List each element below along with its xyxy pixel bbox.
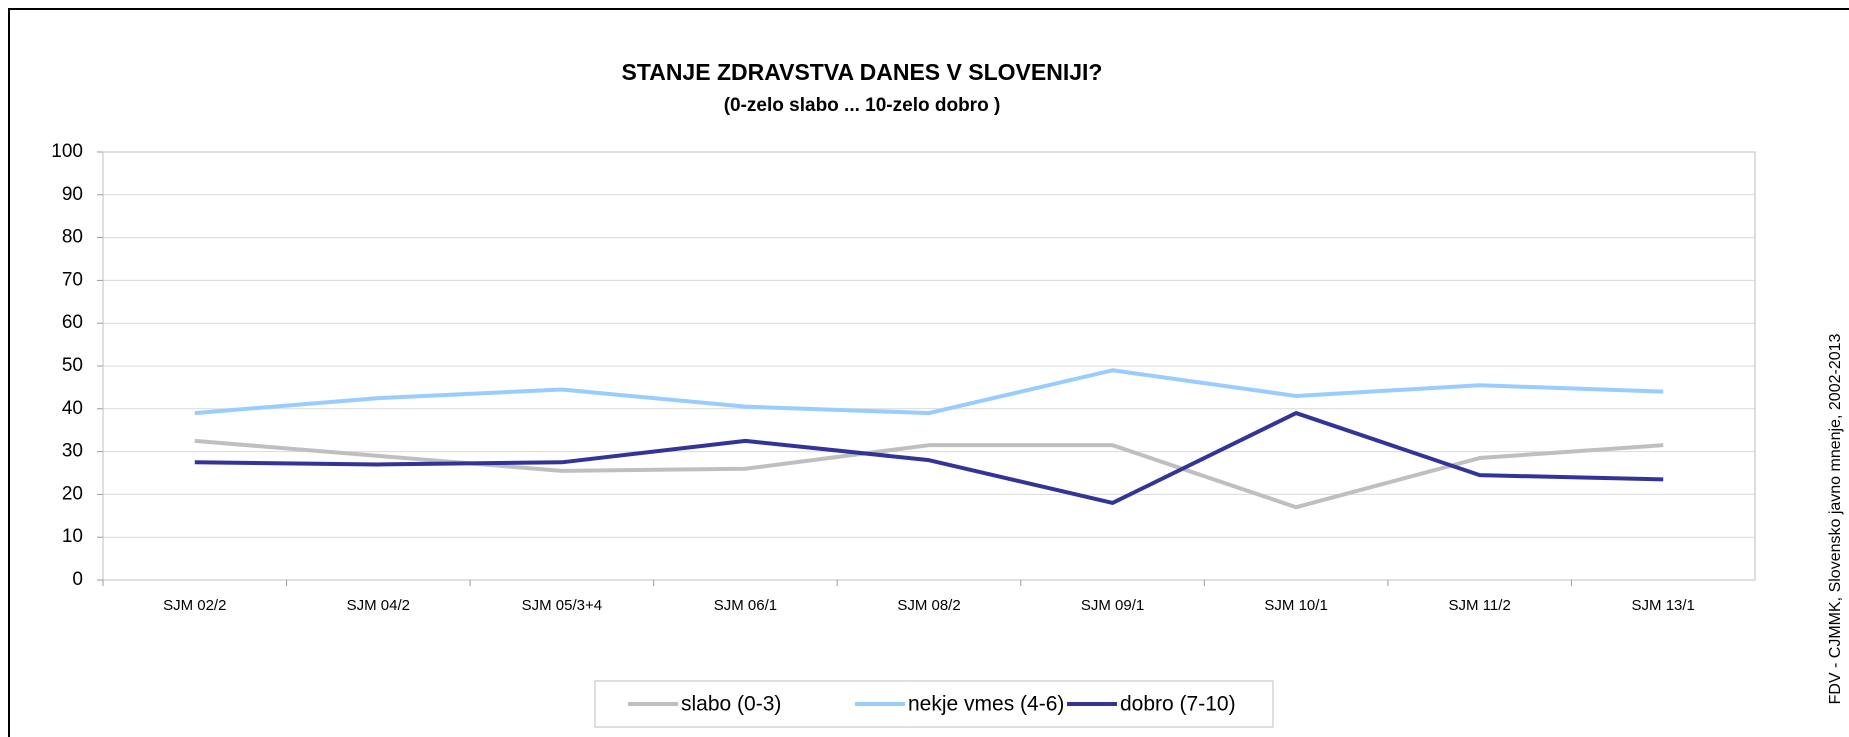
chart-title: STANJE ZDRAVSTVA DANES V SLOVENIJI? [622,59,1103,85]
y-tick-label: 70 [62,269,83,290]
x-tick-label: SJM 04/2 [347,597,410,614]
y-tick-label: 10 [62,526,83,547]
x-tick-label: SJM 02/2 [163,597,226,614]
y-tick-label: 50 [62,355,83,376]
source-note: FDV - CJMMK, Slovensko javno mnenje, 200… [1827,333,1844,704]
chart-subtitle: (0-zelo slabo ... 10-zelo dobro ) [724,95,1001,116]
y-tick-label: 60 [62,312,83,333]
x-tick-label: SJM 13/1 [1632,597,1695,614]
y-tick-label: 90 [62,184,83,205]
y-tick-label: 20 [62,483,83,504]
series-line [194,411,1664,505]
x-tick-label: SJM 06/1 [714,597,777,614]
x-tick-label: SJM 09/1 [1081,597,1144,614]
series-line [194,368,1664,416]
legend-label: dobro (7-10) [1120,693,1236,716]
x-tick-label: SJM 10/1 [1264,597,1327,614]
y-tick-label: 80 [62,227,83,248]
chart-frame [8,8,1849,737]
x-tick-label: SJM 11/2 [1449,597,1511,614]
series-line [194,438,1664,510]
legend-label: nekje vmes (4-6) [908,693,1064,716]
legend [594,680,1274,728]
plot-area [102,151,1756,581]
legend-label: slabo (0-3) [681,693,781,716]
x-tick-label: SJM 05/3+4 [522,597,602,614]
y-tick-label: 40 [62,398,83,419]
y-tick-label: 100 [51,141,83,162]
y-tick-label: 0 [72,569,83,590]
x-tick-label: SJM 08/2 [897,597,960,614]
y-tick-label: 30 [62,441,83,462]
